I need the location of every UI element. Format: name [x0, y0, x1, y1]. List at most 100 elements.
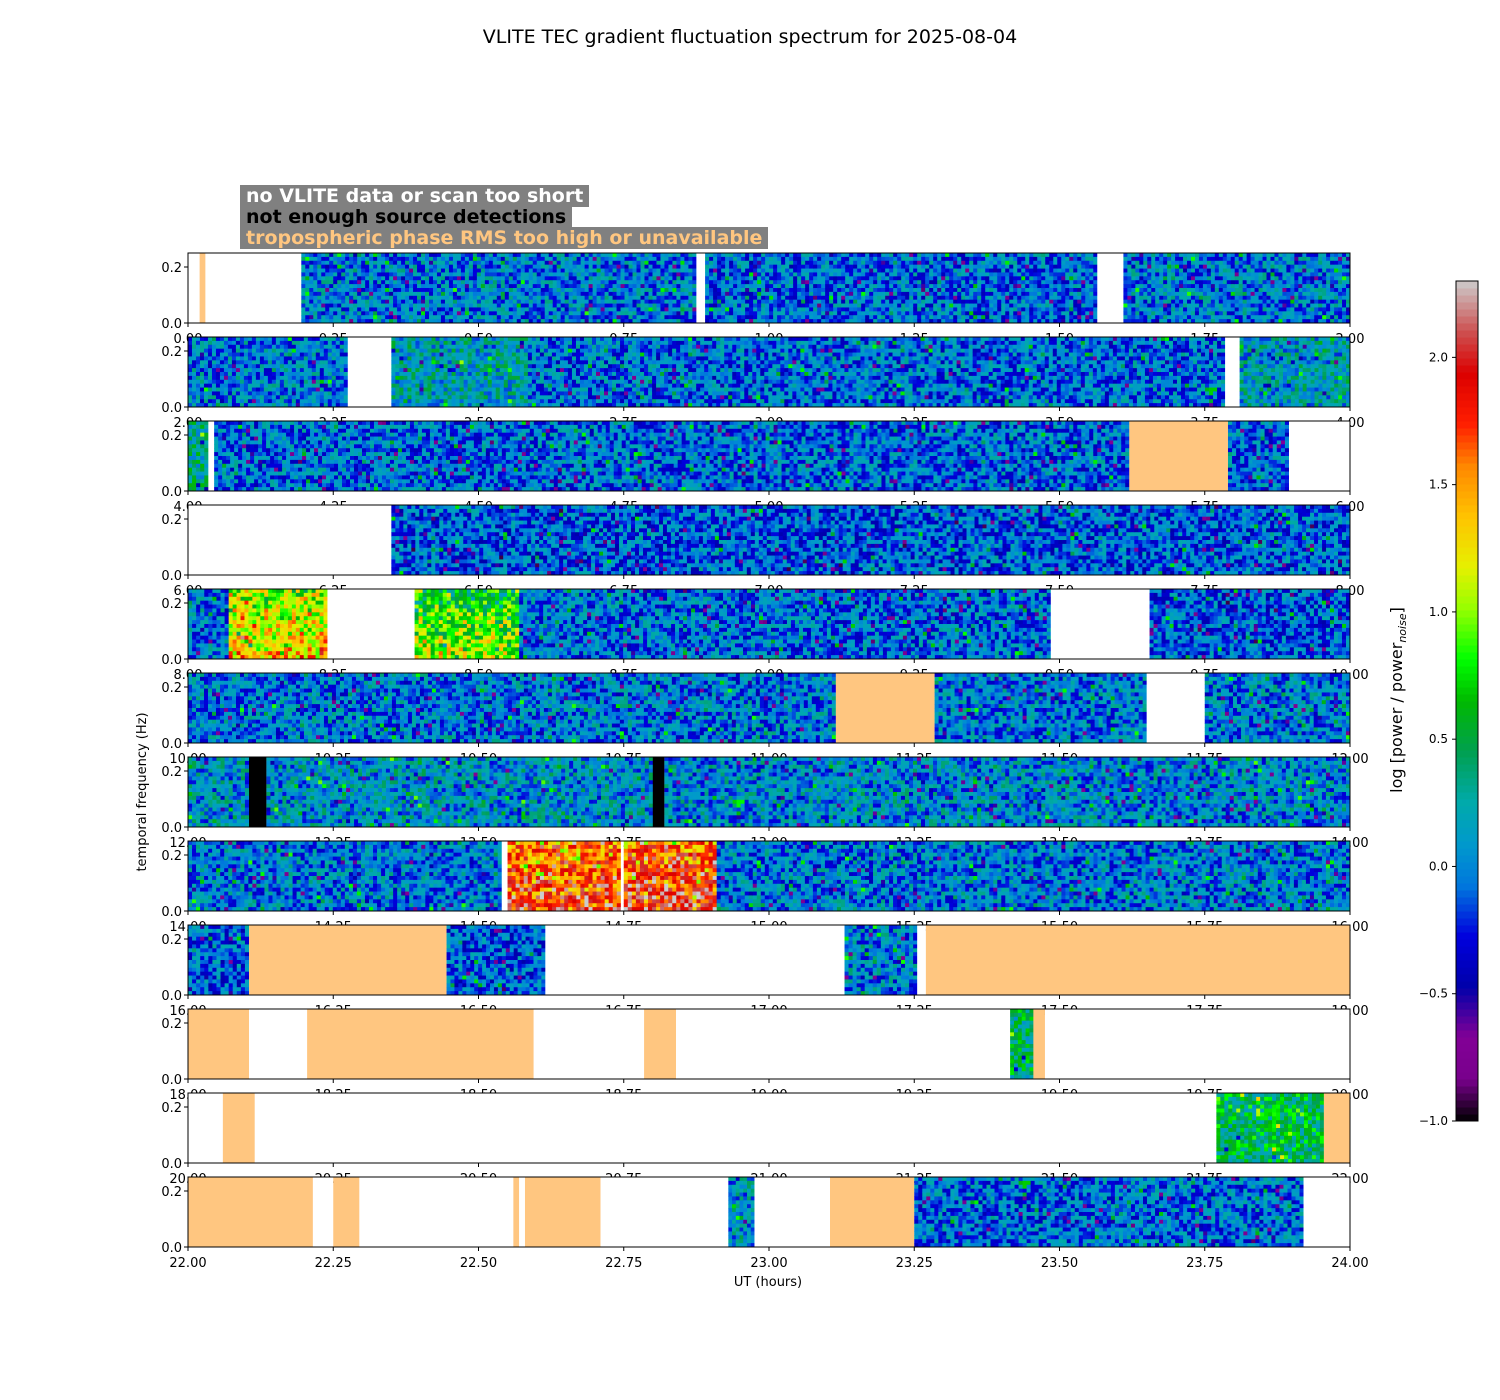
- spectrum-cell: [353, 307, 357, 311]
- spectrum-cell: [425, 280, 429, 284]
- spectrum-cell: [317, 265, 321, 269]
- spectrum-cell: [421, 280, 425, 284]
- spectrum-cell: [389, 261, 393, 265]
- spectrum-cell: [381, 269, 385, 273]
- spectrum-cell: [329, 304, 333, 308]
- spectrum-cell: [309, 269, 313, 273]
- spectrum-cell: [425, 292, 429, 296]
- spectrum-cell: [477, 315, 481, 319]
- spectrum-cell: [449, 265, 453, 269]
- spectrum-cell: [381, 265, 385, 269]
- spectrum-cell: [357, 272, 361, 276]
- spectrum-cell: [401, 272, 405, 276]
- spectrum-cell: [473, 304, 477, 308]
- spectrum-cell: [441, 265, 445, 269]
- spectrum-cell: [389, 253, 393, 257]
- spectrum-cell: [473, 296, 477, 300]
- spectrum-cell: [445, 307, 449, 311]
- spectrum-cell: [329, 269, 333, 273]
- spectrum-cell: [329, 300, 333, 304]
- spectrum-cell: [413, 280, 417, 284]
- spectrum-cell: [445, 288, 449, 292]
- spectrum-cell: [353, 261, 357, 265]
- spectrum-cell: [477, 276, 481, 280]
- spectrum-cell: [385, 261, 389, 265]
- spectrum-cell: [473, 311, 477, 315]
- spectrum-cell: [349, 288, 353, 292]
- spectrum-cell: [457, 311, 461, 315]
- spectrum-cell: [325, 261, 329, 265]
- spectrum-cell: [453, 253, 457, 257]
- spectrum-cell: [397, 288, 401, 292]
- spectrum-cell: [317, 296, 321, 300]
- spectrum-cell: [457, 265, 461, 269]
- spectrum-cell: [409, 272, 413, 276]
- spectrum-cell: [381, 311, 385, 315]
- spectrum-cell: [365, 269, 369, 273]
- spectrum-cell: [361, 292, 365, 296]
- spectrum-cell: [453, 269, 457, 273]
- spectrum-cell: [393, 311, 397, 315]
- spectrum-cell: [373, 261, 377, 265]
- spectrum-cell: [453, 304, 457, 308]
- spectrum-cell: [441, 269, 445, 273]
- spectrum-cell: [417, 315, 421, 319]
- spectrum-cell: [389, 304, 393, 308]
- spectrum-cell: [481, 300, 485, 304]
- spectrum-cell: [417, 272, 421, 276]
- spectrum-cell: [401, 265, 405, 269]
- spectrum-cell: [453, 272, 457, 276]
- spectrum-cell: [477, 292, 481, 296]
- spectrum-cell: [465, 276, 469, 280]
- spectrum-cell: [453, 280, 457, 284]
- spectrum-cell: [313, 288, 317, 292]
- spectrum-cell: [437, 292, 441, 296]
- spectrum-cell: [329, 284, 333, 288]
- spectrum-cell: [345, 307, 349, 311]
- spectrum-cell: [437, 296, 441, 300]
- spectrum-cell: [433, 311, 437, 315]
- spectrum-cell: [333, 300, 337, 304]
- spectrum-cell: [421, 311, 425, 315]
- spectrum-cell: [373, 272, 377, 276]
- spectrum-cell: [329, 265, 333, 269]
- spectrum-cell: [381, 284, 385, 288]
- spectrum-cell: [341, 284, 345, 288]
- spectrum-cell: [409, 304, 413, 308]
- spectrum-cell: [433, 292, 437, 296]
- spectrum-cell: [441, 280, 445, 284]
- spectrum-cell: [405, 280, 409, 284]
- spectrum-cell: [417, 269, 421, 273]
- spectrum-cell: [333, 253, 337, 257]
- spectrum-cell: [381, 272, 385, 276]
- spectrum-cell: [385, 315, 389, 319]
- spectrum-cell: [409, 307, 413, 311]
- spectrum-cell: [305, 311, 309, 315]
- spectrum-cell: [365, 284, 369, 288]
- spectrum-cell: [341, 280, 345, 284]
- spectrum-cell: [393, 307, 397, 311]
- spectrum-cell: [393, 269, 397, 273]
- spectrum-cell: [441, 311, 445, 315]
- spectrum-cell: [349, 253, 353, 257]
- spectrum-cell: [397, 300, 401, 304]
- spectrum-cell: [481, 272, 485, 276]
- spectrum-cell: [345, 284, 349, 288]
- spectrum-cell: [341, 296, 345, 300]
- spectrum-cell: [329, 311, 333, 315]
- spectrum-cell: [329, 276, 333, 280]
- spectrum-cell: [365, 265, 369, 269]
- spectrum-cell: [449, 300, 453, 304]
- spectrum-cell: [425, 276, 429, 280]
- spectrum-cell: [481, 276, 485, 280]
- spectrum-cell: [313, 261, 317, 265]
- spectrum-cell: [373, 284, 377, 288]
- spectrum-cell: [301, 265, 305, 269]
- spectrum-cell: [465, 307, 469, 311]
- spectrum-cell: [357, 292, 361, 296]
- spectrum-cell: [313, 292, 317, 296]
- spectrum-cell: [301, 269, 305, 273]
- spectrum-cell: [357, 280, 361, 284]
- spectrum-cell: [405, 269, 409, 273]
- spectrum-cell: [301, 304, 305, 308]
